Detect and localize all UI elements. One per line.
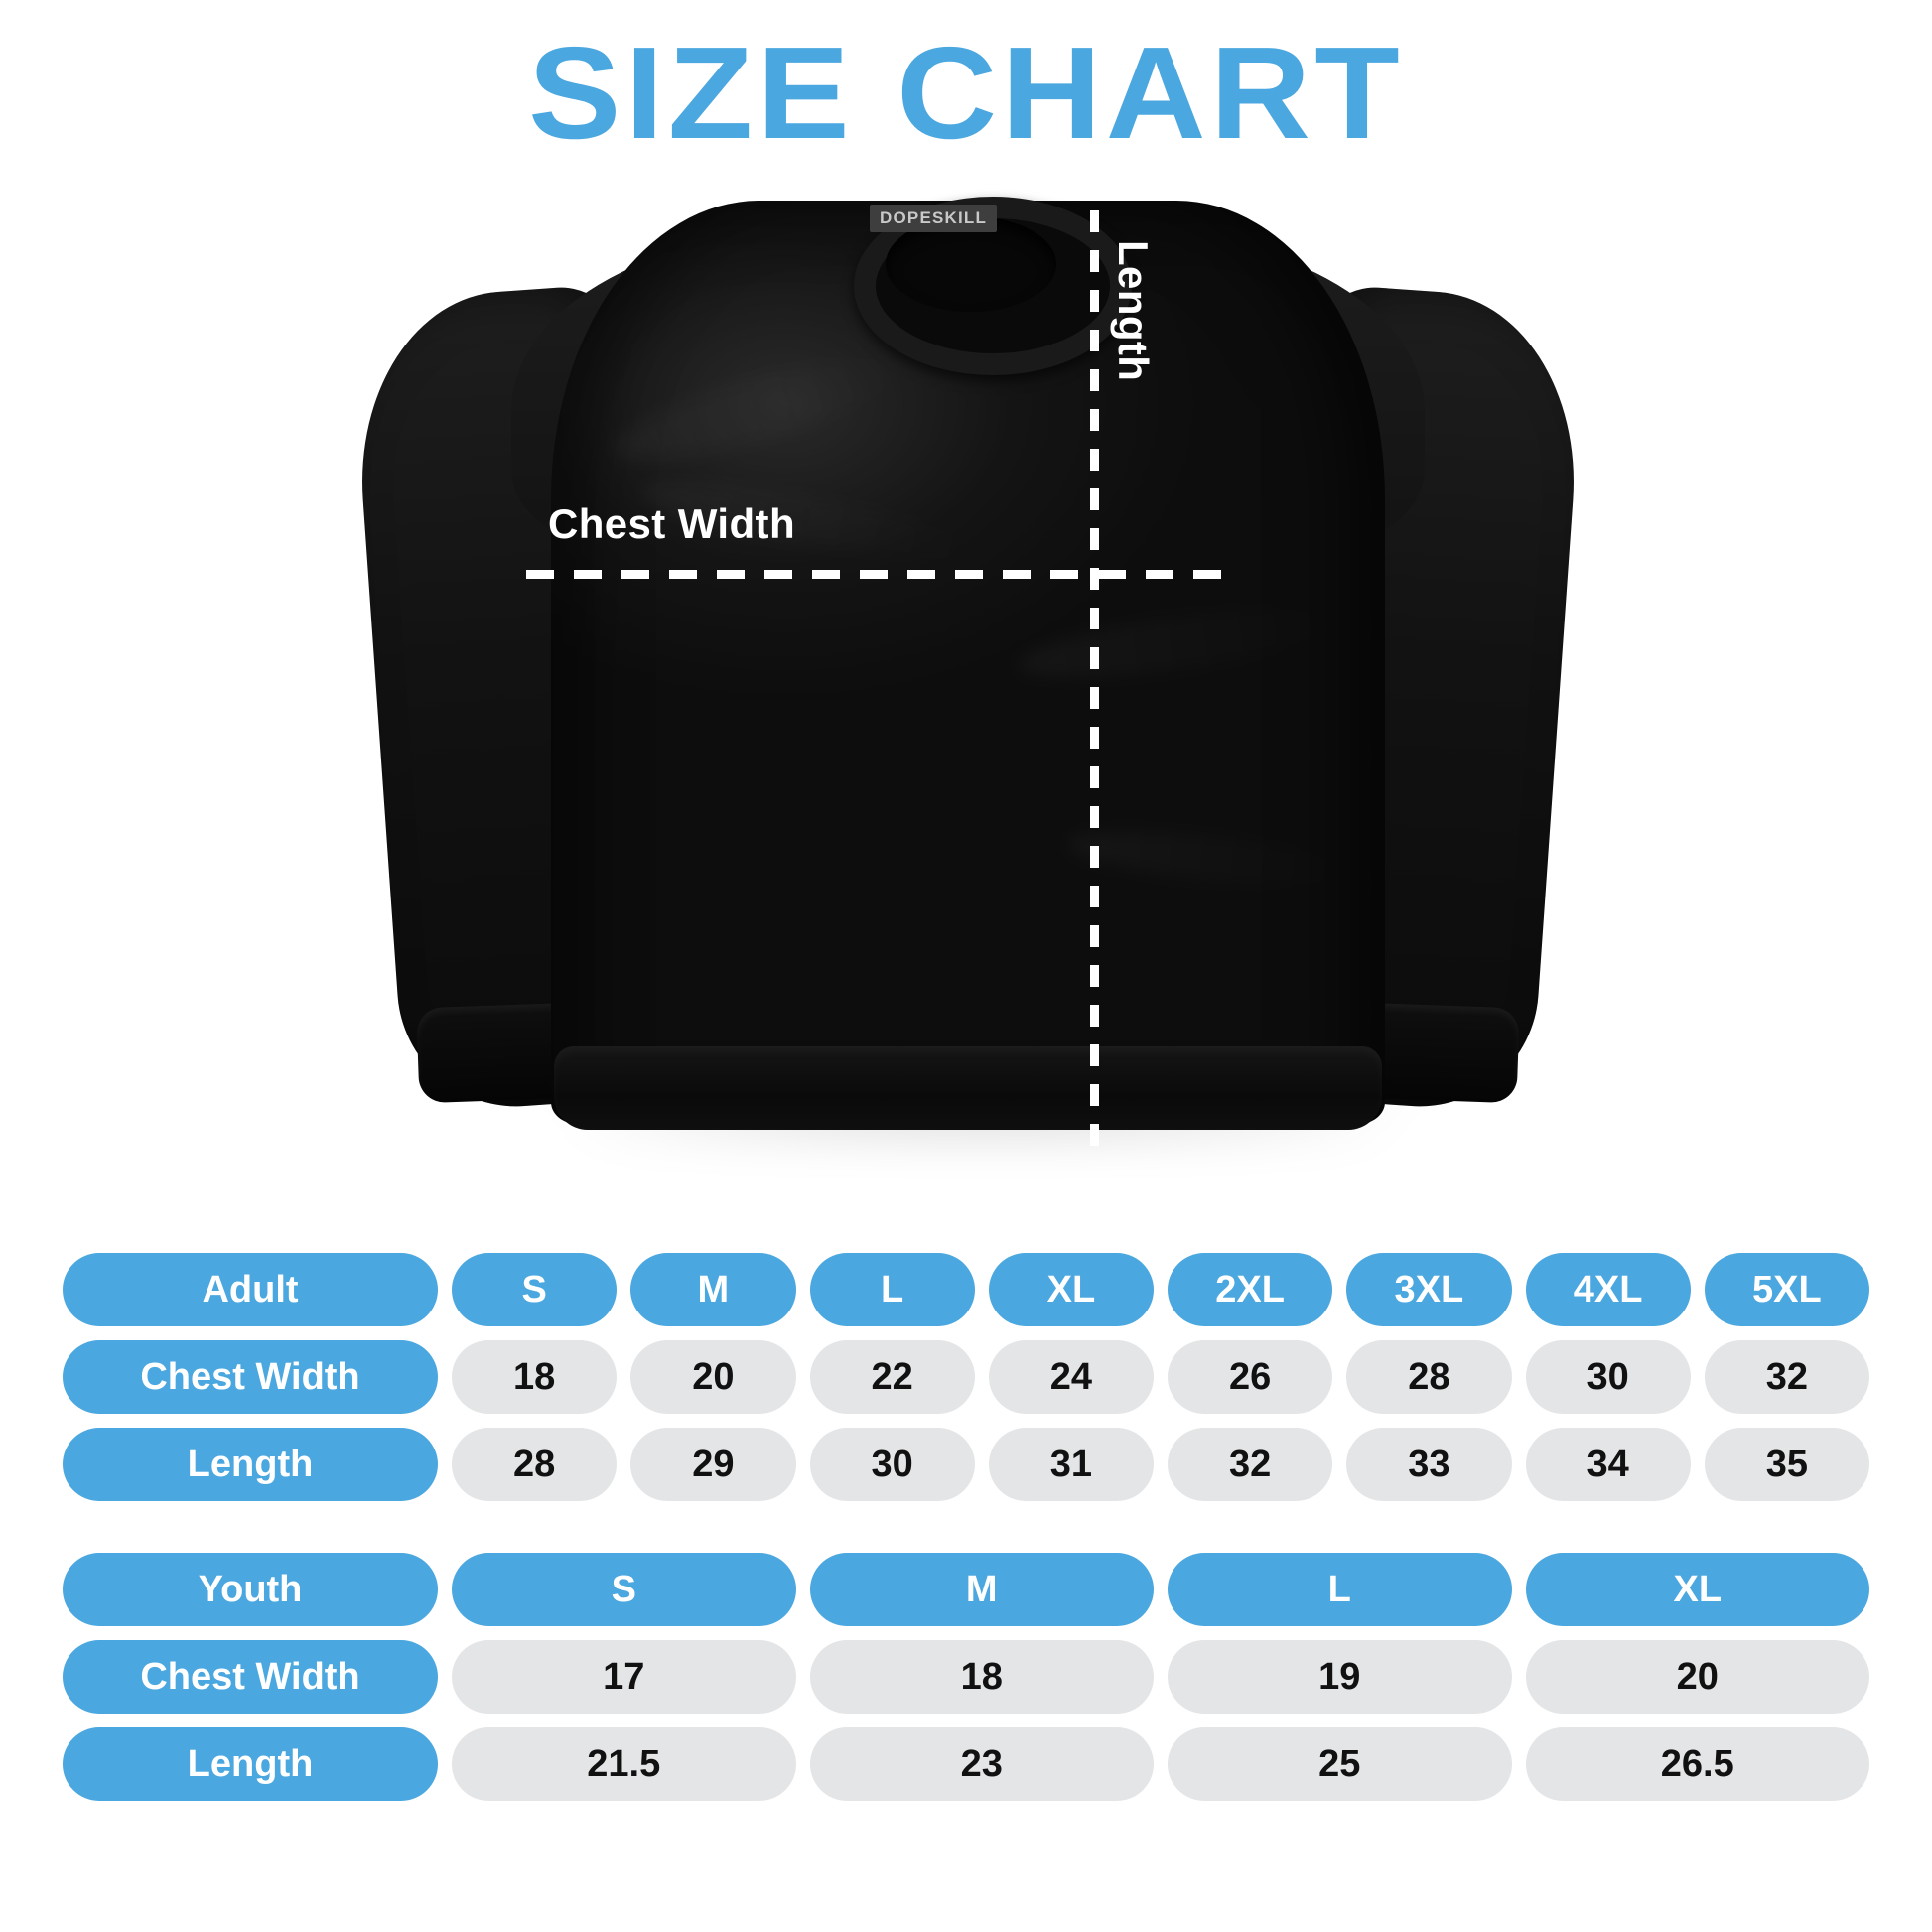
adult-chest-width-label: Chest Width <box>63 1340 438 1414</box>
adult-length-4xl: 34 <box>1525 1428 1691 1501</box>
youth-col-m: M <box>809 1553 1154 1626</box>
adult-chest-width-l: 22 <box>809 1340 975 1414</box>
chest-width-dashed-line <box>526 570 1221 579</box>
youth-length-label: Length <box>63 1727 438 1801</box>
adult-chest-width-3xl: 28 <box>1346 1340 1512 1414</box>
chest-width-label: Chest Width <box>548 500 795 547</box>
size-chart-page: SIZE CHART DOPESKILL Chest <box>0 20 1932 1801</box>
adult-length-m: 29 <box>630 1428 796 1501</box>
length-dashed-line <box>1090 210 1099 1162</box>
youth-chest-width-row: Chest Width 17 18 19 20 <box>63 1640 1869 1714</box>
adult-table-label: Adult <box>63 1253 438 1326</box>
adult-chest-width-s: 18 <box>452 1340 618 1414</box>
adult-col-l: L <box>809 1253 975 1326</box>
youth-chest-width-s: 17 <box>452 1640 796 1714</box>
adult-length-l: 30 <box>809 1428 975 1501</box>
adult-chest-width-row: Chest Width 18 20 22 24 26 28 30 32 <box>63 1340 1869 1414</box>
adult-col-4xl: 4XL <box>1525 1253 1691 1326</box>
adult-length-3xl: 33 <box>1346 1428 1512 1501</box>
adult-header-row: Adult S M L XL 2XL 3XL 4XL 5XL <box>63 1253 1869 1326</box>
fabric-fold <box>1015 595 1338 692</box>
youth-col-xl: XL <box>1525 1553 1869 1626</box>
youth-length-row: Length 21.5 23 25 26.5 <box>63 1727 1869 1801</box>
adult-chest-width-xl: 24 <box>988 1340 1154 1414</box>
shirt-collar-opening <box>886 216 1056 312</box>
page-title: SIZE CHART <box>528 20 1404 166</box>
adult-length-5xl: 35 <box>1704 1428 1869 1501</box>
youth-table-label: Youth <box>63 1553 438 1626</box>
youth-length-s: 21.5 <box>452 1727 796 1801</box>
youth-chest-width-l: 19 <box>1168 1640 1512 1714</box>
length-label: Length <box>1110 240 1157 382</box>
adult-col-m: M <box>630 1253 796 1326</box>
youth-length-xl: 26.5 <box>1525 1727 1869 1801</box>
size-tables: Adult S M L XL 2XL 3XL 4XL 5XL Chest Wid… <box>0 1253 1932 1801</box>
garment-illustration: DOPESKILL Chest Width Length <box>0 173 1932 1230</box>
adult-length-xl: 31 <box>988 1428 1154 1501</box>
adult-length-label: Length <box>63 1428 438 1501</box>
youth-header-row: Youth S M L XL <box>63 1553 1869 1626</box>
adult-length-row: Length 28 29 30 31 32 33 34 35 <box>63 1428 1869 1501</box>
youth-chest-width-m: 18 <box>809 1640 1154 1714</box>
brand-tag: DOPESKILL <box>870 205 998 232</box>
adult-col-2xl: 2XL <box>1168 1253 1333 1326</box>
youth-length-l: 25 <box>1168 1727 1512 1801</box>
adult-col-5xl: 5XL <box>1704 1253 1869 1326</box>
fabric-fold <box>1065 821 1347 895</box>
adult-col-s: S <box>452 1253 618 1326</box>
adult-chest-width-m: 20 <box>630 1340 796 1414</box>
adult-length-2xl: 32 <box>1168 1428 1333 1501</box>
youth-col-l: L <box>1168 1553 1512 1626</box>
adult-col-xl: XL <box>988 1253 1154 1326</box>
shirt-graphic: DOPESKILL Chest Width Length <box>338 173 1598 1230</box>
adult-length-s: 28 <box>452 1428 618 1501</box>
youth-chest-width-xl: 20 <box>1525 1640 1869 1714</box>
shirt-hem <box>554 1046 1382 1130</box>
youth-col-s: S <box>452 1553 796 1626</box>
adult-size-table: Adult S M L XL 2XL 3XL 4XL 5XL Chest Wid… <box>0 1253 1932 1501</box>
adult-chest-width-2xl: 26 <box>1168 1340 1333 1414</box>
youth-length-m: 23 <box>809 1727 1154 1801</box>
adult-chest-width-4xl: 30 <box>1525 1340 1691 1414</box>
youth-size-table: Youth S M L XL Chest Width 17 18 19 20 L… <box>0 1553 1932 1801</box>
fabric-fold <box>608 339 911 480</box>
adult-chest-width-5xl: 32 <box>1704 1340 1869 1414</box>
adult-col-3xl: 3XL <box>1346 1253 1512 1326</box>
youth-chest-width-label: Chest Width <box>63 1640 438 1714</box>
